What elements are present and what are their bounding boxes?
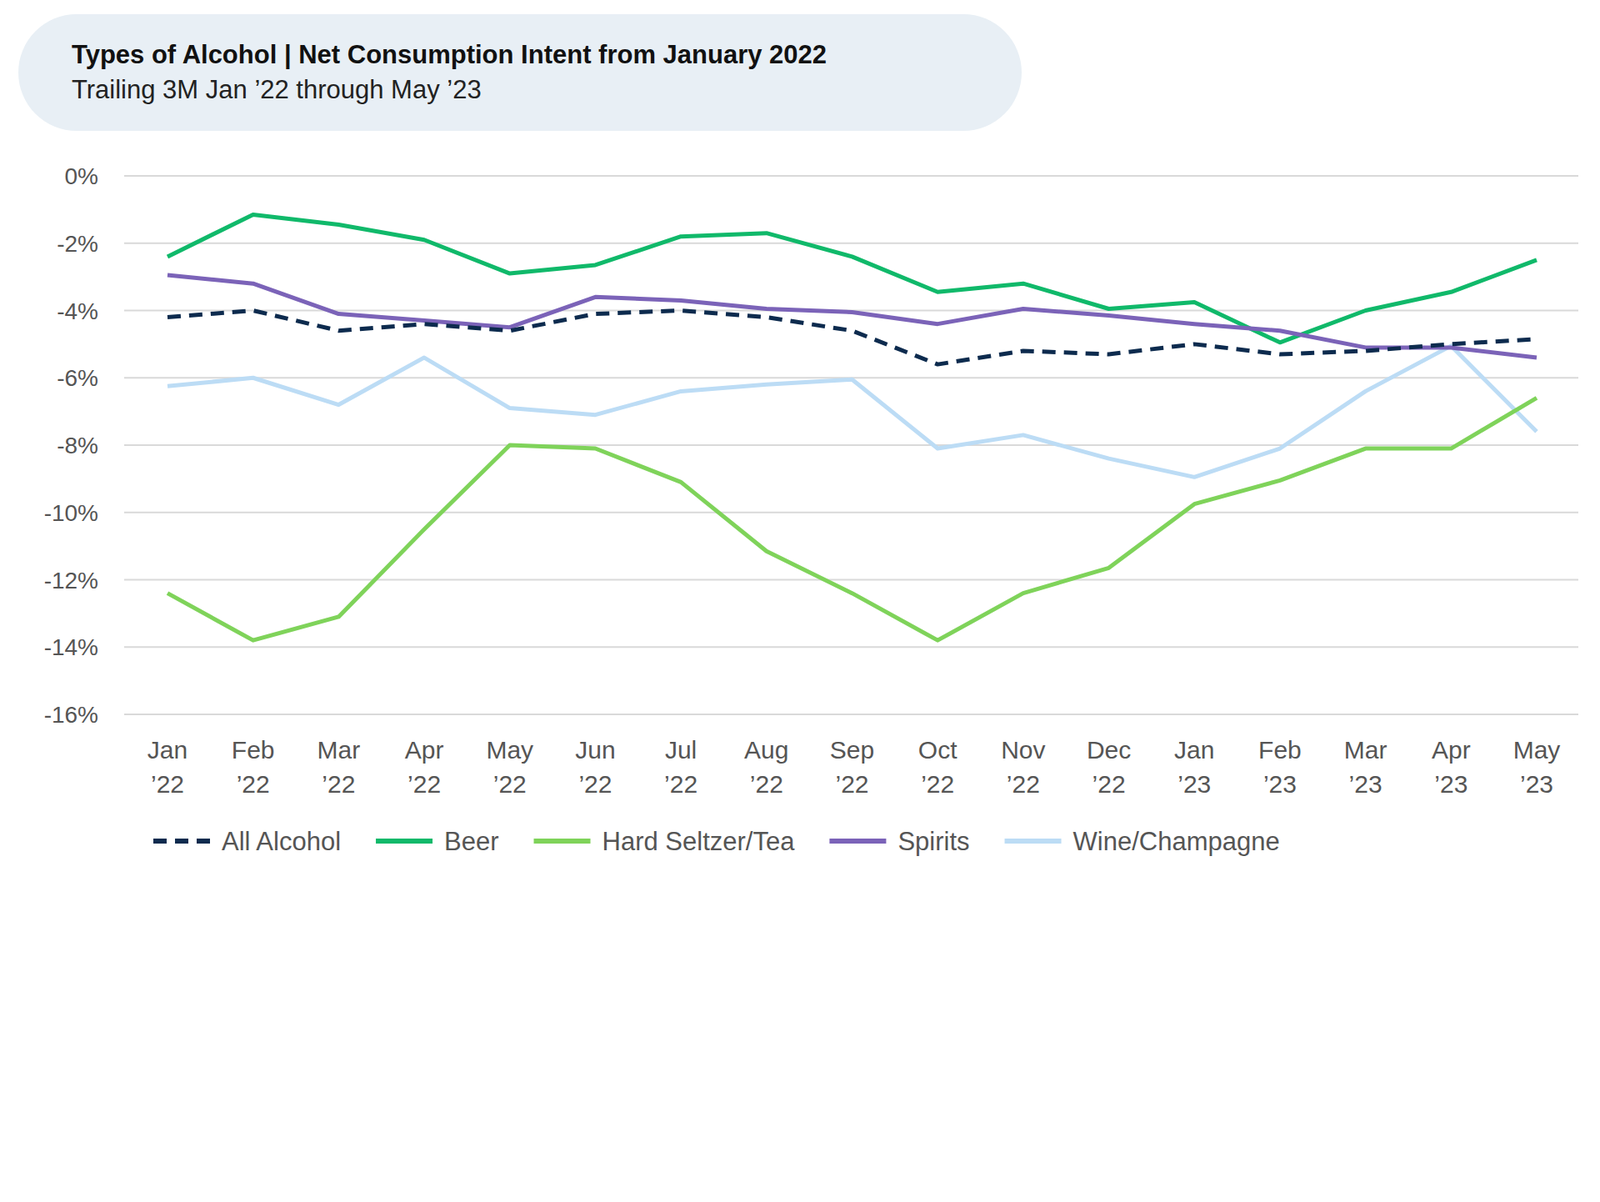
y-tick-label: -12% — [44, 567, 99, 594]
legend-swatch — [829, 838, 886, 844]
grid-line — [124, 175, 1579, 177]
legend-swatch — [375, 838, 433, 844]
series-line — [167, 275, 1537, 358]
grid-line — [124, 444, 1579, 446]
grid-line — [124, 713, 1579, 715]
series-line — [167, 345, 1537, 477]
x-tick-label: Apr’23 — [1431, 735, 1471, 798]
x-tick-label: Sep’22 — [830, 735, 875, 798]
y-tick-label: -10% — [44, 500, 99, 526]
grid-line — [124, 242, 1579, 245]
x-tick-label: Apr’22 — [405, 735, 445, 798]
legend-swatch — [153, 838, 210, 844]
grid-line — [124, 645, 1579, 648]
y-tick-label: -16% — [44, 701, 99, 728]
x-tick-label: Jul’22 — [664, 735, 698, 798]
legend-label: Beer — [444, 826, 499, 856]
x-tick-label: Jan’23 — [1174, 735, 1215, 798]
grid — [124, 175, 1579, 715]
x-tick-label: May’22 — [485, 735, 534, 798]
x-tick-label: Jun’22 — [575, 735, 615, 798]
series-line — [167, 397, 1537, 640]
x-tick-label: Nov’22 — [1000, 735, 1045, 798]
y-tick-label: -2% — [56, 230, 99, 257]
y-tick-label: 0% — [65, 163, 99, 190]
x-tick-label: Oct’22 — [918, 735, 958, 798]
series-line — [167, 310, 1537, 365]
lines — [167, 214, 1537, 640]
x-tick-label: Mar’23 — [1344, 735, 1388, 798]
x-tick-label: Jan’22 — [147, 735, 188, 798]
legend-label: Wine/Champagne — [1073, 826, 1280, 856]
y-tick-label: -14% — [44, 634, 99, 660]
x-tick-label: Aug’22 — [744, 735, 789, 798]
x-tick-label: Feb’23 — [1258, 735, 1302, 798]
x-tick-label: Dec’22 — [1086, 735, 1131, 798]
chart: Types of Alcohol | Net Consumption Inten… — [0, 0, 1600, 1202]
y-tick-label: -6% — [56, 365, 99, 391]
grid-line — [124, 511, 1579, 514]
x-tick-label: Feb’22 — [231, 735, 275, 798]
series-line — [167, 214, 1537, 342]
y-tick-label: -4% — [56, 298, 99, 325]
legend-swatch — [1005, 838, 1062, 844]
legend: All Alcohol Beer Hard Seltzer/Tea Spirits Wi… — [153, 826, 1280, 856]
y-tick-label: -8% — [56, 432, 99, 459]
title-box — [18, 14, 1022, 131]
grid-line — [124, 579, 1579, 581]
y-axis — [124, 175, 125, 715]
legend-swatch — [534, 838, 591, 844]
title: Types of Alcohol | Net Consumption Inten… — [71, 40, 827, 70]
legend-label: Spirits — [897, 826, 970, 856]
legend-label: Hard Seltzer/Tea — [602, 826, 796, 856]
x-tick-label: May’23 — [1513, 735, 1561, 798]
x-tick-label: Mar’22 — [317, 735, 361, 798]
legend-label: All Alcohol — [221, 826, 341, 856]
subtitle: Trailing 3M Jan ’22 through May ’23 — [71, 75, 482, 105]
